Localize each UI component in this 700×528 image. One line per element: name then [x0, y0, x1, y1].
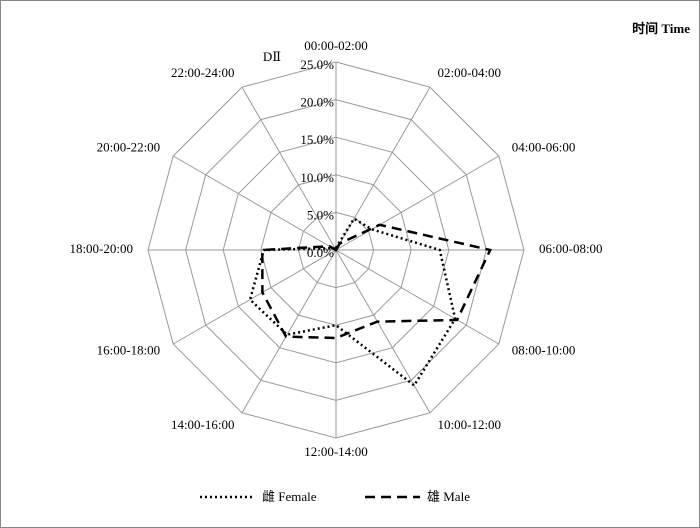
tick-label: 25.0% — [300, 57, 334, 72]
spoke — [335, 249, 431, 414]
category-label: 20:00-22:00 — [97, 139, 161, 154]
legend-label: 雄 Male — [427, 489, 470, 504]
category-label: 18:00-20:00 — [69, 241, 133, 256]
spoke — [241, 249, 337, 414]
chart-title: 时间 Time — [632, 21, 690, 36]
spoke — [241, 86, 337, 251]
tick-label: 15.0% — [300, 132, 334, 147]
category-label: 08:00-10:00 — [512, 342, 576, 357]
category-label: 14:00-16:00 — [171, 417, 235, 432]
spoke — [335, 86, 431, 251]
category-label: 06:00-08:00 — [539, 241, 603, 256]
category-label: 04:00-06:00 — [512, 139, 576, 154]
category-label: 00:00-02:00 — [304, 38, 368, 53]
category-label: 10:00-12:00 — [438, 417, 502, 432]
tick-label: 5.0% — [307, 207, 334, 222]
spoke — [335, 249, 500, 345]
spoke — [172, 155, 337, 251]
series-line — [261, 223, 492, 340]
spoke — [172, 249, 337, 345]
spoke — [335, 155, 500, 251]
panel-label: DⅡ — [263, 49, 281, 64]
tick-label: 20.0% — [300, 95, 334, 110]
category-label: 22:00-24:00 — [171, 65, 235, 80]
legend-label: 雌 Female — [262, 489, 317, 504]
category-label: 16:00-18:00 — [97, 342, 161, 357]
category-label: 12:00-14:00 — [304, 444, 368, 459]
category-label: 02:00-04:00 — [438, 65, 502, 80]
tick-label: 10.0% — [300, 170, 334, 185]
